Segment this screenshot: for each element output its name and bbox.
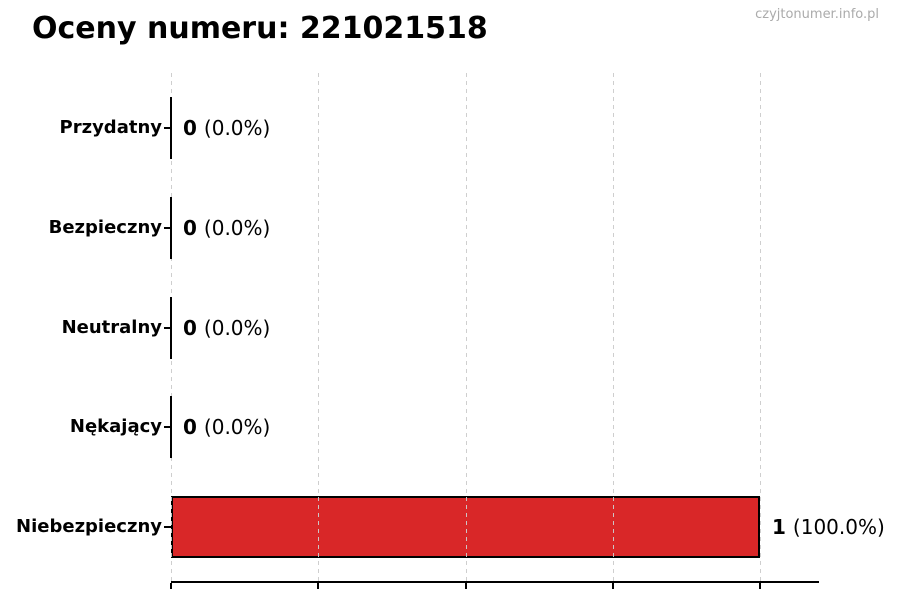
bar [170,196,172,259]
y-axis-tick [164,226,171,229]
x-axis-tick [170,583,172,589]
bar [170,396,172,459]
bar [170,296,172,359]
gridline [318,73,319,582]
gridline [613,73,614,582]
value-count: 1 [772,515,786,539]
watermark-site-label: czyjtonumer.info.pl [755,7,879,22]
value-count: 0 [183,315,197,340]
x-axis-tick [612,583,614,589]
category-label: Neutralny [61,316,162,338]
value-label: 1 (100.0%) [772,514,885,540]
value-label: 0 (0.0%) [183,315,270,341]
x-axis-line [171,581,819,583]
category-label: Nękający [69,416,162,438]
value-label: 0 (0.0%) [183,215,270,241]
value-percentage: (0.0%) [203,315,271,340]
value-label: 0 (0.0%) [183,414,270,440]
value-percentage: (0.0%) [203,215,271,240]
value-percentage: (0.0%) [203,116,271,140]
x-axis-tick [465,583,467,589]
x-axis-tick [759,583,761,589]
value-percentage: (100.0%) [792,515,885,539]
gridline [760,73,761,582]
value-count: 0 [183,116,197,140]
y-axis-tick [164,127,171,129]
category-label: Niebezpieczny [16,516,162,537]
value-percentage: (0.0%) [203,415,271,440]
category-label: Bezpieczny [48,216,162,238]
page-title: Oceny numeru: 221021518 [32,11,488,46]
y-axis-tick [164,426,171,429]
x-axis-tick [317,583,319,589]
value-count: 0 [183,415,197,440]
bar [170,97,172,159]
value-label: 0 (0.0%) [183,115,270,141]
value-count: 0 [183,215,197,240]
gridline [466,73,467,582]
y-axis-tick [164,326,171,329]
y-axis-tick [164,526,171,528]
category-label: Przydatny [59,117,162,138]
bar [171,496,760,558]
